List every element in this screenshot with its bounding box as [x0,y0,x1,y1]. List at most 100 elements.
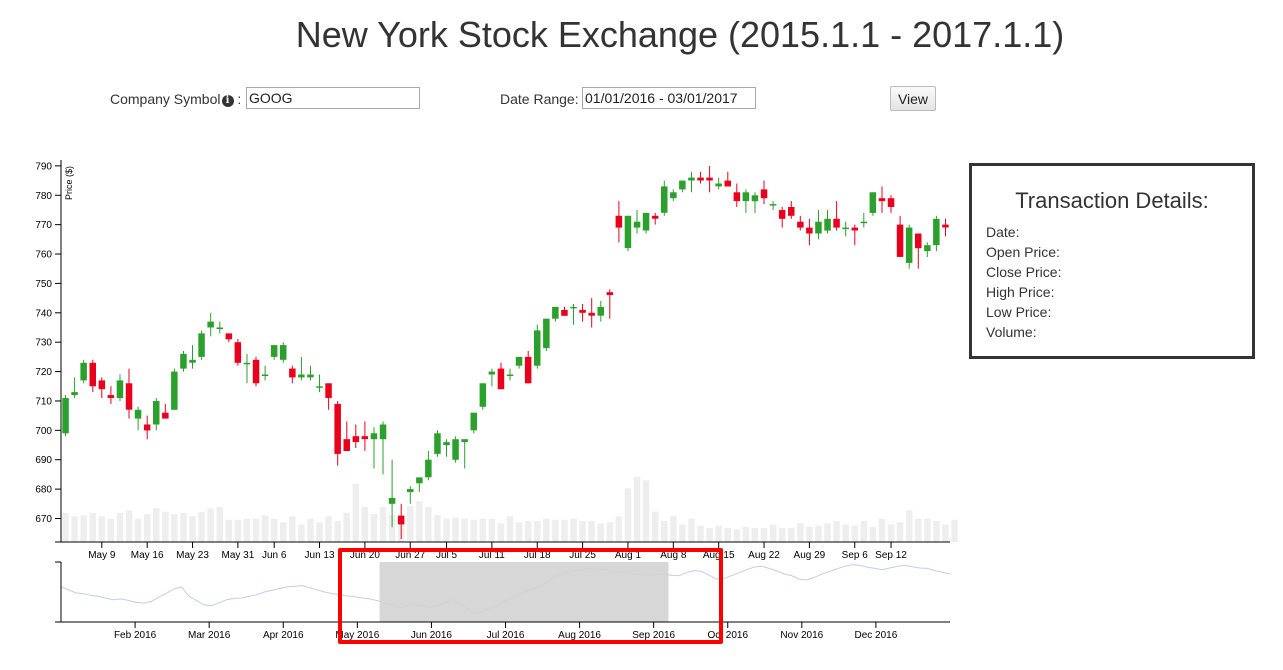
candle-body[interactable] [670,192,677,199]
candle[interactable] [225,333,233,343]
candle-body[interactable] [307,374,314,378]
candle-body[interactable] [352,436,360,443]
candle[interactable] [878,186,886,213]
candle[interactable] [606,289,614,319]
candle-body[interactable] [434,433,441,454]
candle[interactable] [343,421,351,452]
candle[interactable] [361,421,369,451]
candle[interactable] [80,359,87,384]
candle[interactable] [661,180,668,216]
candle[interactable] [180,351,187,372]
candle-body[interactable] [833,218,840,228]
brush-selection[interactable] [379,562,669,622]
candle[interactable] [171,368,178,410]
candle[interactable] [307,365,314,381]
candle[interactable] [370,427,378,469]
candle[interactable] [942,218,949,237]
candle[interactable] [252,356,260,387]
candle[interactable] [842,221,849,237]
candle-body[interactable] [742,192,750,202]
candle-body[interactable] [515,356,523,366]
candle-body[interactable] [298,374,305,378]
candle[interactable] [615,201,623,243]
candle-body[interactable] [388,497,396,504]
candle[interactable] [470,412,478,434]
candle-body[interactable] [207,321,214,328]
candle-body[interactable] [153,401,160,425]
candle-body[interactable] [624,215,632,249]
candle[interactable] [134,406,142,431]
candle-body[interactable] [316,386,323,388]
candle[interactable] [788,201,795,219]
candle-body[interactable] [252,359,260,384]
candle[interactable] [733,183,741,208]
candle-body[interactable] [416,477,423,484]
candle[interactable] [71,377,78,398]
candle[interactable] [425,450,432,481]
candle[interactable] [905,224,913,269]
candle-body[interactable] [561,309,568,316]
candle[interactable] [461,439,468,469]
candle-body[interactable] [724,180,732,187]
candle-body[interactable] [806,227,813,234]
candle-body[interactable] [588,312,595,316]
candle[interactable] [125,368,133,419]
candle[interactable] [89,359,97,393]
candle-body[interactable] [134,409,142,419]
candle-body[interactable] [189,359,196,363]
candle[interactable] [797,215,804,231]
candle-body[interactable] [579,309,586,313]
candle-body[interactable] [615,215,623,228]
candle[interactable] [270,345,278,360]
candle-body[interactable] [887,198,895,207]
candle-body[interactable] [697,177,704,181]
candle-body[interactable] [98,380,106,390]
candle[interactable] [760,180,768,205]
candle[interactable] [524,351,532,384]
candle-body[interactable] [715,183,722,187]
candle-body[interactable] [851,227,859,231]
candle-body[interactable] [216,327,224,330]
candle[interactable] [815,210,822,240]
candle[interactable] [579,304,586,322]
candle-body[interactable] [80,362,87,381]
candle[interactable] [742,189,750,213]
candle-body[interactable] [425,459,432,478]
candle[interactable] [860,212,868,228]
candle-body[interactable] [534,330,541,366]
candle-body[interactable] [506,374,514,377]
candle[interactable] [334,401,341,466]
candle[interactable] [497,362,505,390]
candle[interactable] [670,189,677,202]
candle[interactable] [869,192,877,216]
candle-body[interactable] [261,374,269,377]
candle[interactable] [116,374,124,402]
candlesticks[interactable] [62,165,949,540]
candle[interactable] [915,233,922,269]
candle[interactable] [824,210,831,234]
info-icon[interactable]: i [221,95,234,107]
candle[interactable] [407,486,414,504]
candle[interactable] [570,304,577,325]
candle-body[interactable] [407,489,414,492]
candle[interactable] [778,207,786,228]
candle-body[interactable] [343,439,351,451]
candle-body[interactable] [379,424,387,440]
candle[interactable] [688,171,695,193]
candle[interactable] [543,318,550,351]
candle[interactable] [143,415,151,440]
candle[interactable] [434,430,441,457]
candle[interactable] [207,312,214,337]
candle[interactable] [833,201,840,231]
candle-body[interactable] [688,177,695,181]
candle-body[interactable] [289,368,296,378]
candle-body[interactable] [488,371,496,375]
candle-body[interactable] [878,198,886,202]
candle-body[interactable] [552,306,559,319]
candle[interactable] [397,503,405,540]
candle[interactable] [706,165,713,193]
candle-body[interactable] [370,433,378,440]
candle-body[interactable] [89,362,97,387]
candle-body[interactable] [797,221,804,228]
candle[interactable] [452,436,459,463]
